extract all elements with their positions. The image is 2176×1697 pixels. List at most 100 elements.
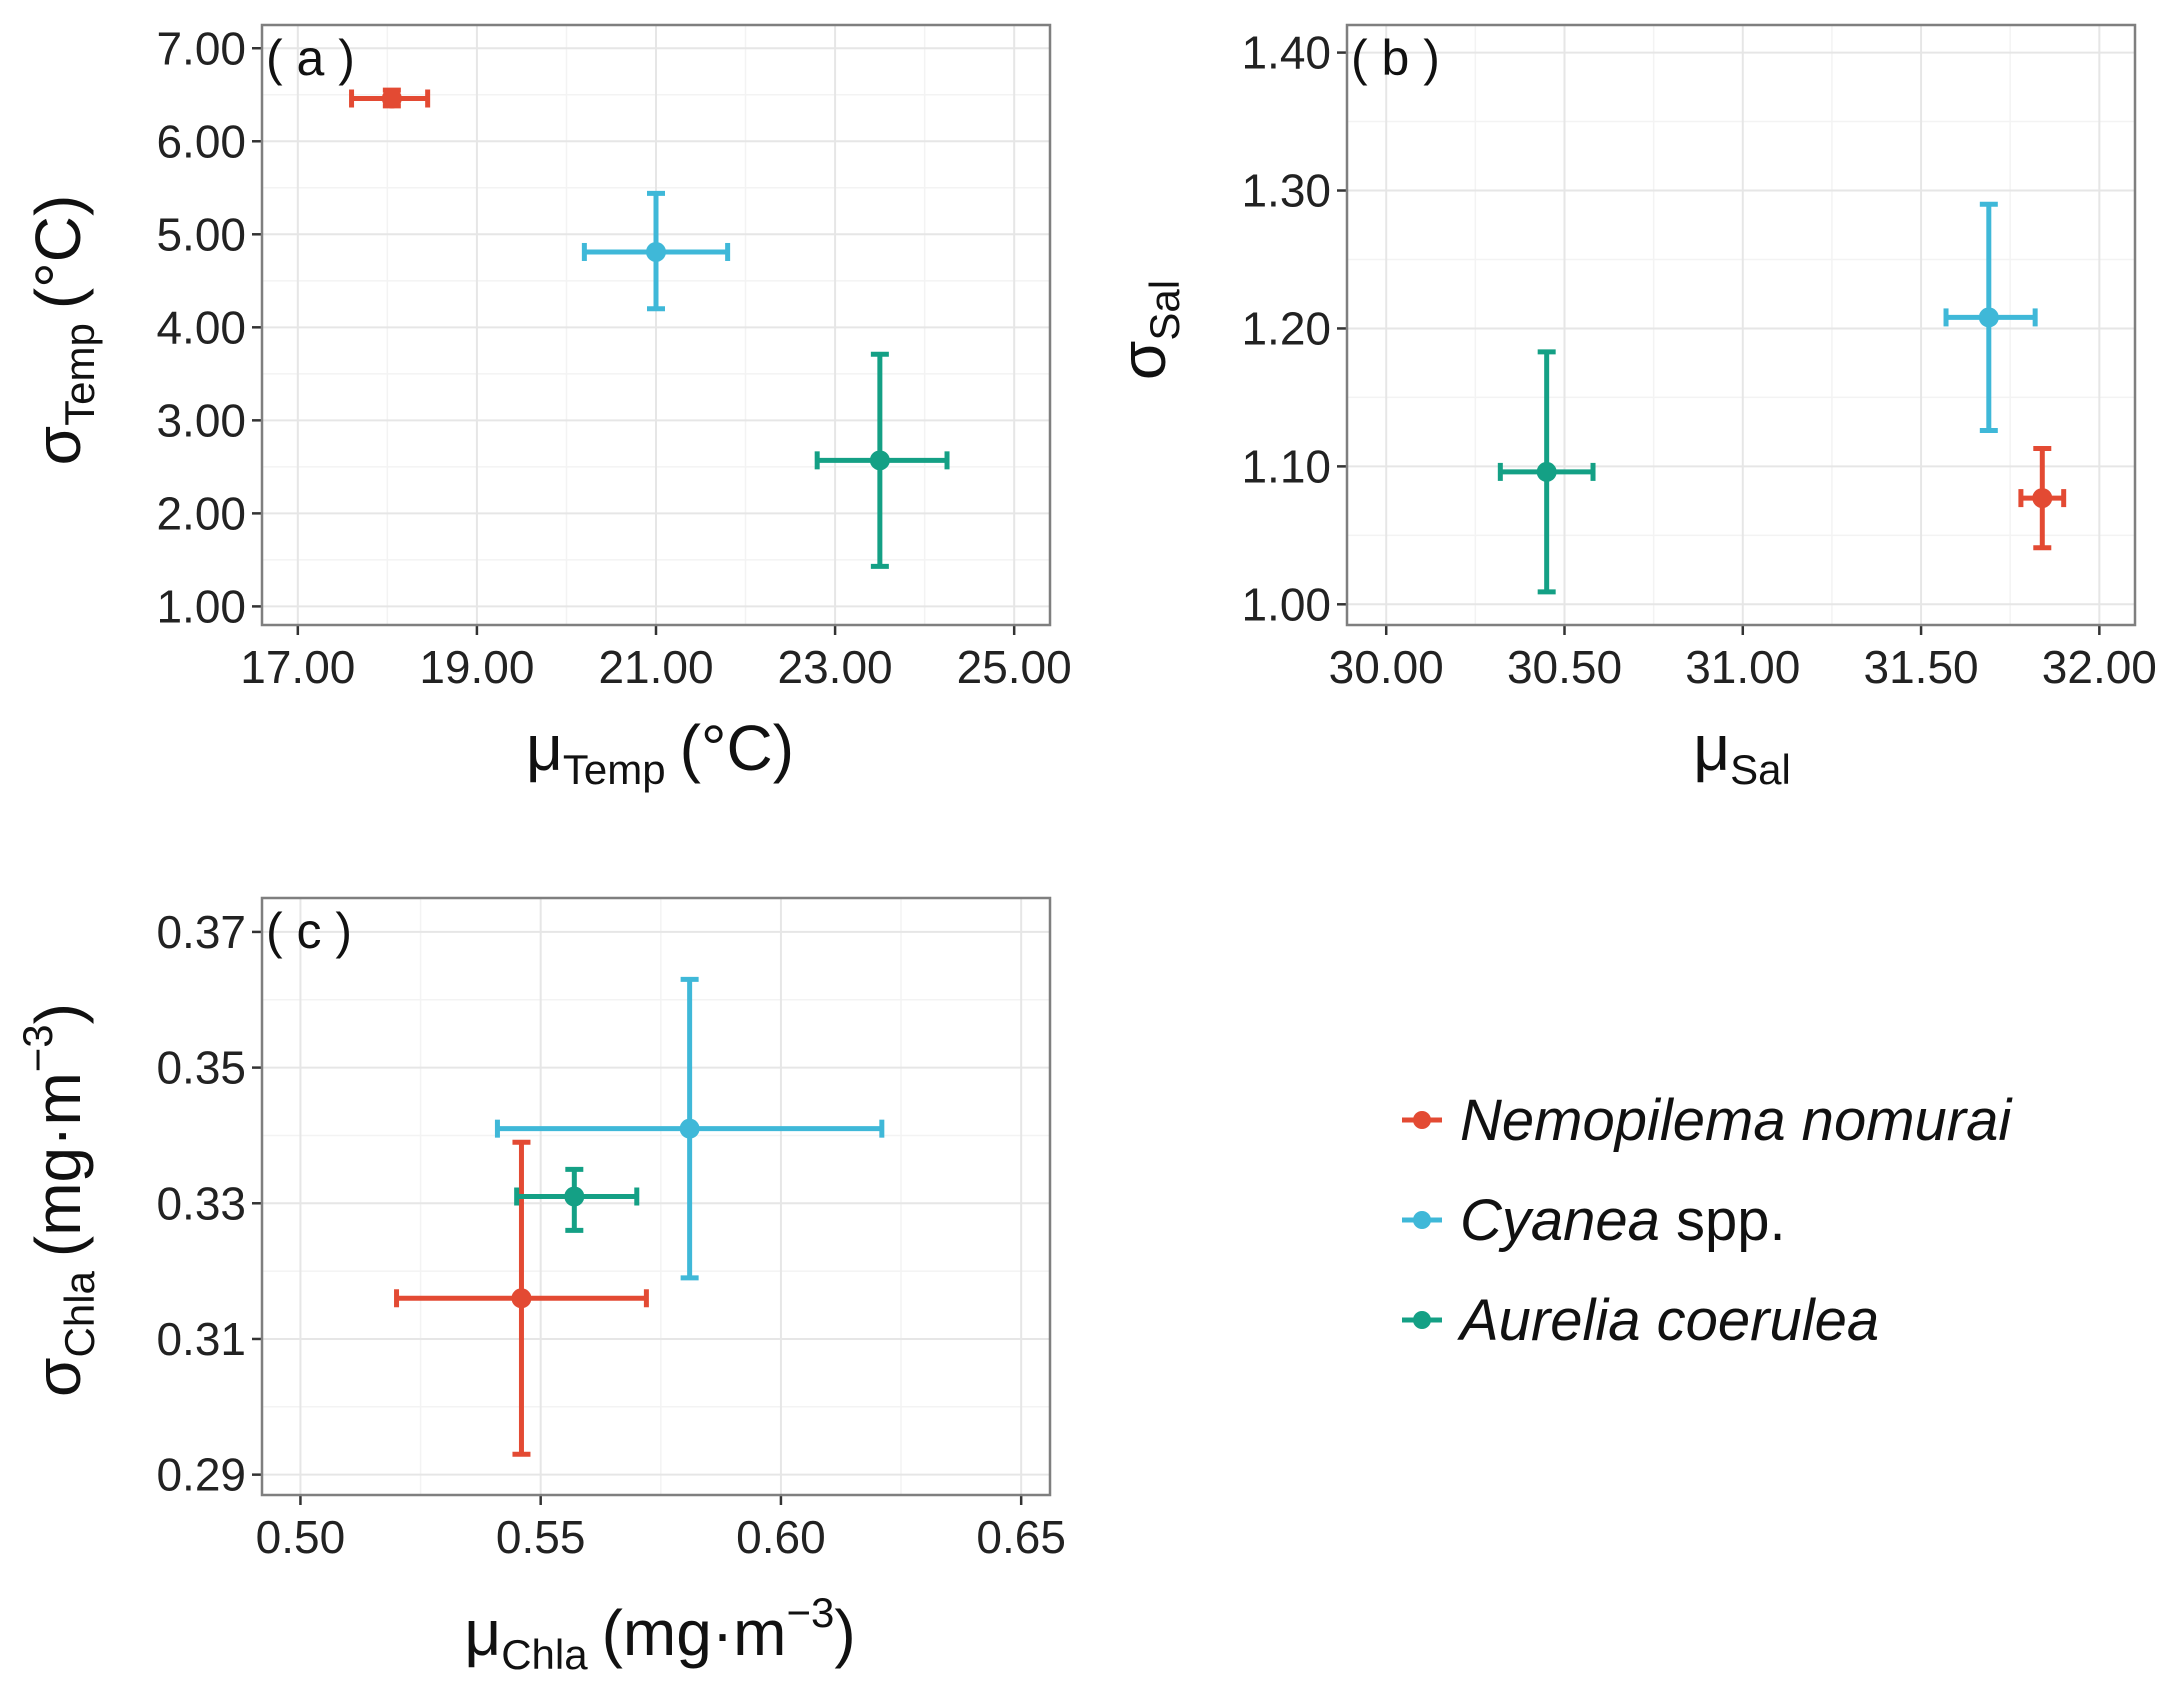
y-tick-label: 1.20 xyxy=(1241,302,1331,354)
ticks: 0.50 0.55 0.60 0.65 0.29 0.31 0.33 0.35 0.37 xyxy=(156,906,1065,1563)
x-tick-label: 23.00 xyxy=(778,641,893,693)
data-point-aurelia xyxy=(1497,349,1596,595)
point-marker xyxy=(1536,461,1557,482)
y-tick-label: 5.00 xyxy=(156,208,246,260)
y-tick-label: 2.00 xyxy=(156,487,246,539)
data-point-aurelia xyxy=(814,351,950,569)
x-axis-title-subscript: Chla xyxy=(501,1631,588,1678)
y-tick-label: 0.37 xyxy=(156,906,246,958)
legend-label: Nemopilema nomurai xyxy=(1460,1088,2013,1153)
y-tick-label: 0.35 xyxy=(156,1042,246,1094)
x-tick-label: 0.65 xyxy=(976,1511,1066,1563)
point-marker xyxy=(2032,488,2053,509)
x-axis-title: μSal xyxy=(1693,712,1791,793)
legend-item-nomurai: Nemopilema nomurai xyxy=(1402,1088,2013,1153)
ticks: 30.00 30.50 31.00 31.50 32.00 1.00 1.10 1.20 1.3… xyxy=(1241,27,2156,693)
data-point-nomurai xyxy=(2018,445,2067,551)
x-axis-title-subscript: Temp xyxy=(563,746,666,793)
y-tick-label: 4.00 xyxy=(156,301,246,353)
y-axis-title-symbol: σ xyxy=(1107,341,1179,381)
x-tick-label: 0.60 xyxy=(736,1511,826,1563)
x-axis-title-subscript: Sal xyxy=(1730,746,1791,793)
data-series xyxy=(349,87,950,569)
y-axis-title-unit-close: ) xyxy=(22,1003,94,1024)
point-marker xyxy=(1978,307,1999,328)
gridlines xyxy=(262,898,1050,1495)
y-tick-label: 7.00 xyxy=(156,22,246,74)
y-tick-label: 1.30 xyxy=(1241,165,1331,217)
legend-label-part: spp. xyxy=(1660,1188,1786,1253)
data-series xyxy=(394,976,885,1457)
x-tick-label: 17.00 xyxy=(240,641,355,693)
y-axis-title: σChla (mg·m−3) xyxy=(14,1003,103,1397)
x-tick-label: 30.00 xyxy=(1329,641,1444,693)
y-tick-label: 0.29 xyxy=(156,1449,246,1501)
panel-label: ( a ) xyxy=(266,30,355,86)
panel-c: 0.50 0.55 0.60 0.65 0.29 0.31 0.33 0.35 0.37 ( c … xyxy=(14,896,1066,1678)
plot-frame xyxy=(260,896,1052,1497)
plot-area xyxy=(262,898,1050,1495)
x-axis-title-unit: (°C) xyxy=(680,712,794,784)
legend-label: Cyanea spp. xyxy=(1460,1188,1786,1253)
point-marker xyxy=(646,241,666,262)
x-axis-title-superscript: −3 xyxy=(786,1589,834,1636)
panel-b: 30.00 30.50 31.00 31.50 32.00 1.00 1.10 1.20 1.3… xyxy=(1107,23,2157,793)
x-axis-title: μChla (mg·m−3) xyxy=(464,1589,855,1678)
y-axis-title-subscript: Chla xyxy=(56,1270,103,1357)
data-series xyxy=(1497,201,2067,595)
point-marker xyxy=(381,88,402,109)
y-axis-title: σSal xyxy=(1107,280,1188,380)
legend-label-part: Nemopilema nomurai xyxy=(1460,1088,2013,1153)
panel-a: 17.00 19.00 21.00 23.00 25.00 1.00 2.00 3.00 4.0… xyxy=(22,22,1072,793)
y-axis-title-subscript: Temp xyxy=(56,323,103,426)
panel-label: ( c ) xyxy=(266,903,352,959)
y-axis-title-symbol: σ xyxy=(22,1357,94,1397)
point-marker xyxy=(511,1288,532,1309)
y-tick-label: 1.10 xyxy=(1241,440,1331,492)
x-tick-label: 25.00 xyxy=(957,641,1072,693)
legend-label-part: Cyanea xyxy=(1460,1188,1660,1253)
point-marker xyxy=(679,1118,700,1139)
y-axis-title-unit: (°C) xyxy=(22,195,94,309)
plot-frame xyxy=(1345,23,2137,627)
y-tick-label: 1.00 xyxy=(1241,578,1331,630)
x-tick-label: 19.00 xyxy=(419,641,534,693)
y-tick-label: 1.00 xyxy=(156,580,246,632)
y-tick-label: 3.00 xyxy=(156,394,246,446)
y-axis-title: σTemp (°C) xyxy=(22,195,103,466)
point-marker xyxy=(869,450,890,471)
y-axis-title-subscript: Sal xyxy=(1141,280,1188,341)
x-tick-label: 31.50 xyxy=(1864,641,1979,693)
y-tick-label: 0.31 xyxy=(156,1313,246,1365)
legend-label-part: Aurelia coerulea xyxy=(1457,1288,1879,1353)
data-point-nomurai xyxy=(349,87,431,109)
x-axis-title: μTemp (°C) xyxy=(526,712,794,793)
x-axis-title-unit: (mg·m xyxy=(602,1597,787,1669)
x-tick-label: 0.50 xyxy=(256,1511,346,1563)
legend-item-aurelia: Aurelia coerulea xyxy=(1402,1288,1879,1353)
x-axis-title-symbol: μ xyxy=(1693,712,1730,784)
data-point-cyanea xyxy=(581,190,731,312)
legend-item-cyanea: Cyanea spp. xyxy=(1402,1188,1786,1253)
y-tick-label: 1.40 xyxy=(1241,27,1331,79)
gridlines xyxy=(262,25,1050,625)
data-point-cyanea xyxy=(494,976,885,1281)
x-axis-title-unit-close: ) xyxy=(834,1597,855,1669)
x-tick-label: 0.55 xyxy=(496,1511,586,1563)
y-axis-title-unit: (mg·m xyxy=(22,1072,94,1257)
legend-key-marker xyxy=(1413,1211,1431,1229)
gridlines xyxy=(1347,25,2135,625)
y-tick-label: 6.00 xyxy=(156,115,246,167)
legend-key-marker xyxy=(1413,1111,1431,1129)
y-tick-label: 0.33 xyxy=(156,1177,246,1229)
x-tick-label: 30.50 xyxy=(1507,641,1622,693)
plot-frame xyxy=(260,23,1052,627)
y-axis-title-superscript: −3 xyxy=(14,1024,61,1072)
panel-label: ( b ) xyxy=(1351,30,1440,86)
point-marker xyxy=(564,1186,585,1207)
legend-key-marker xyxy=(1413,1311,1431,1329)
legend: Nemopilema nomurai Cyanea spp. Aurelia coe… xyxy=(1402,1088,2013,1353)
x-tick-label: 21.00 xyxy=(598,641,713,693)
legend-label: Aurelia coerulea xyxy=(1457,1288,1879,1353)
